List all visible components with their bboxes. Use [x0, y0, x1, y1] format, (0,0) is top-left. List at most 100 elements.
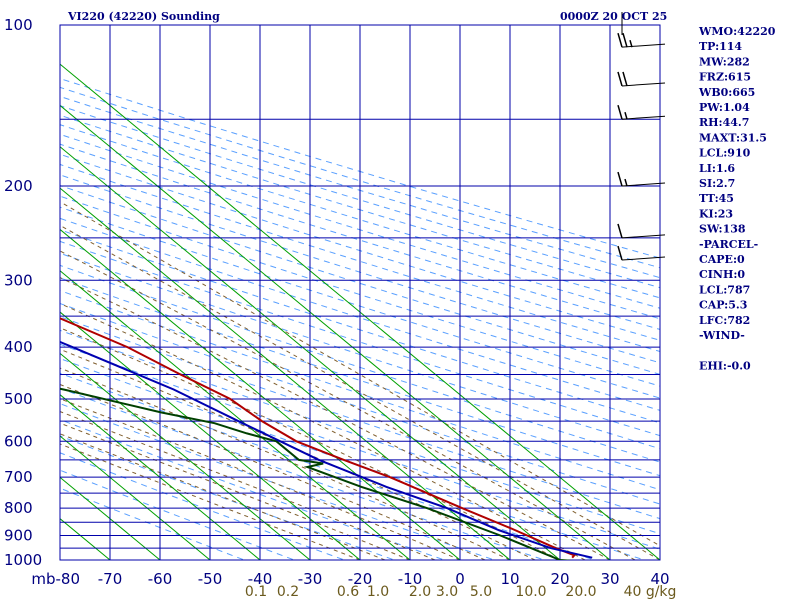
stat-line: WB0:665 [698, 86, 755, 99]
moist-adiabat-line [60, 303, 586, 560]
mixing-ratio-label: 10.0 [515, 584, 546, 600]
dry-adiabat-line [60, 469, 295, 560]
wind-barb-staff [621, 182, 666, 187]
wind-barb-flag [617, 32, 623, 48]
mixing-ratio-label: 20.0 [565, 584, 596, 600]
temperature-tick-label: 20 [550, 570, 569, 588]
moist-adiabat-line [60, 201, 660, 547]
sounding-time: 0000Z 20 OCT 25 [560, 10, 667, 23]
pressure-tick-label: 300 [4, 271, 33, 289]
wind-barb-flag [617, 105, 623, 120]
pressure-tick-label: 500 [4, 390, 33, 408]
temperature-tick-label: -40 [248, 570, 273, 588]
pressure-tick-label: 600 [4, 432, 33, 450]
profiles [60, 317, 593, 560]
pressure-tick-label: 400 [4, 338, 33, 356]
wind-barb-staff [621, 234, 666, 239]
wind-barbs [617, 12, 666, 261]
temperature-profile [60, 317, 576, 559]
wind-barb-flag [622, 71, 628, 87]
isotherm-line [60, 63, 660, 560]
moist-adiabat-line [60, 410, 436, 560]
stat-line: WMO:42220 [698, 25, 776, 38]
dewpoint-profile [60, 387, 571, 560]
moist-adiabat-line [60, 383, 486, 560]
isotherms [60, 63, 660, 560]
mixing-ratio-label: 1.0 [367, 584, 389, 600]
stat-line: LI:1.6 [699, 162, 735, 175]
moist-adiabat-line [60, 433, 386, 560]
isotherm-line [60, 311, 361, 560]
moist-adiabat-line [60, 250, 636, 560]
mixing-ratio-label: 5.0 [470, 584, 492, 600]
wind-barb-staff [621, 256, 666, 261]
stat-line: LCL:910 [699, 147, 751, 160]
pressure-tick-label: 100 [4, 16, 33, 34]
isotherm-line [60, 270, 411, 560]
dry-adiabat-line [60, 343, 660, 550]
temperature-tick-label: mb-80 [31, 570, 80, 588]
pressure-tick-labels: 100 200 300 400 500 600 700 800 900 1000 [4, 16, 42, 569]
stat-line: SW:138 [699, 223, 746, 236]
dry-adiabat-line [60, 403, 495, 560]
mixing-ratio-labels: 0.1 0.2 0.6 1.0 2.0 3.0 5.0 10.0 20.0 40 g/kg [245, 584, 677, 600]
temperature-tick-label: -70 [98, 570, 123, 588]
temperature-tick-label: -30 [298, 570, 323, 588]
mixing-ratio-label: 3.0 [436, 584, 458, 600]
pressure-tick-label: 900 [4, 527, 33, 545]
wind-barb-staff [621, 115, 666, 120]
wind-barb-staff [621, 43, 666, 48]
moist-adiabat-line [60, 398, 461, 560]
dry-adiabat-line [60, 357, 645, 560]
temperature-tick-label: 30 [600, 570, 619, 588]
moist-adiabat-line [60, 367, 511, 560]
dry-adiabats [60, 78, 660, 560]
moist-adiabat-line [60, 277, 611, 560]
stat-line: -PARCEL- [699, 238, 758, 251]
pressure-tick-label: 700 [4, 468, 33, 486]
stat-line: MW:282 [699, 55, 750, 68]
stat-line: RH:44.7 [699, 116, 749, 129]
stat-line: CAPE:0 [699, 253, 745, 266]
stat-line: FRZ:615 [699, 71, 751, 84]
moist-adiabat-line [60, 224, 660, 560]
stat-line: EHI:-0.0 [699, 359, 751, 372]
mixing-ratio-label: 0.6 [337, 584, 359, 600]
pressure-tick-label: 1000 [4, 551, 42, 569]
temperature-tick-label: -20 [348, 570, 373, 588]
wind-barb-flag [617, 245, 623, 261]
wind-barb-half [624, 112, 628, 120]
pressure-tick-label: 200 [4, 177, 33, 195]
stats-panel: WMO:42220 TP:114 MW:282 FRZ:615 WB0:665 PW:1.… [698, 25, 776, 372]
pressure-tick-label: 800 [4, 499, 33, 517]
wind-barb-flag [617, 171, 623, 187]
stat-line: MAXT:31.5 [699, 131, 767, 144]
stat-line: TT:45 [699, 192, 734, 205]
wind-barb-flag [617, 71, 623, 87]
stat-line: KI:23 [699, 207, 733, 220]
stat-line: PW:1.04 [699, 101, 750, 114]
wind-barb-half [624, 178, 628, 187]
isotherm-line [60, 146, 561, 560]
temperature-tick-label: 10 [500, 570, 519, 588]
wind-barb-flag [617, 223, 623, 239]
temperature-tick-label: 40 [650, 570, 669, 588]
isotherm-line [60, 352, 311, 560]
dry-adiabat-line [60, 487, 245, 560]
parcel-profile [60, 340, 593, 559]
temperature-tick-label: -60 [148, 570, 173, 588]
stat-line: SI:2.7 [699, 177, 735, 190]
isotherm-line [60, 104, 611, 560]
moist-adiabat-line [60, 348, 536, 560]
temperature-tick-labels: mb-80 -70 -60 -50 -40 -30 -20 -10 0 10 20 30 40 [31, 570, 669, 588]
temperature-tick-label: 0 [455, 570, 465, 588]
temperature-tick-label: -50 [198, 570, 223, 588]
wind-barb-flag [622, 32, 628, 48]
moist-adiabat-line [60, 422, 411, 560]
moist-adiabats [60, 201, 660, 560]
mixing-ratio-label: 0.1 [245, 584, 267, 600]
isotherm-line [60, 228, 461, 560]
dry-adiabat-line [60, 372, 595, 560]
mixing-ratio-label: 40 g/kg [624, 584, 677, 600]
temperature-tick-label: -10 [398, 570, 423, 588]
